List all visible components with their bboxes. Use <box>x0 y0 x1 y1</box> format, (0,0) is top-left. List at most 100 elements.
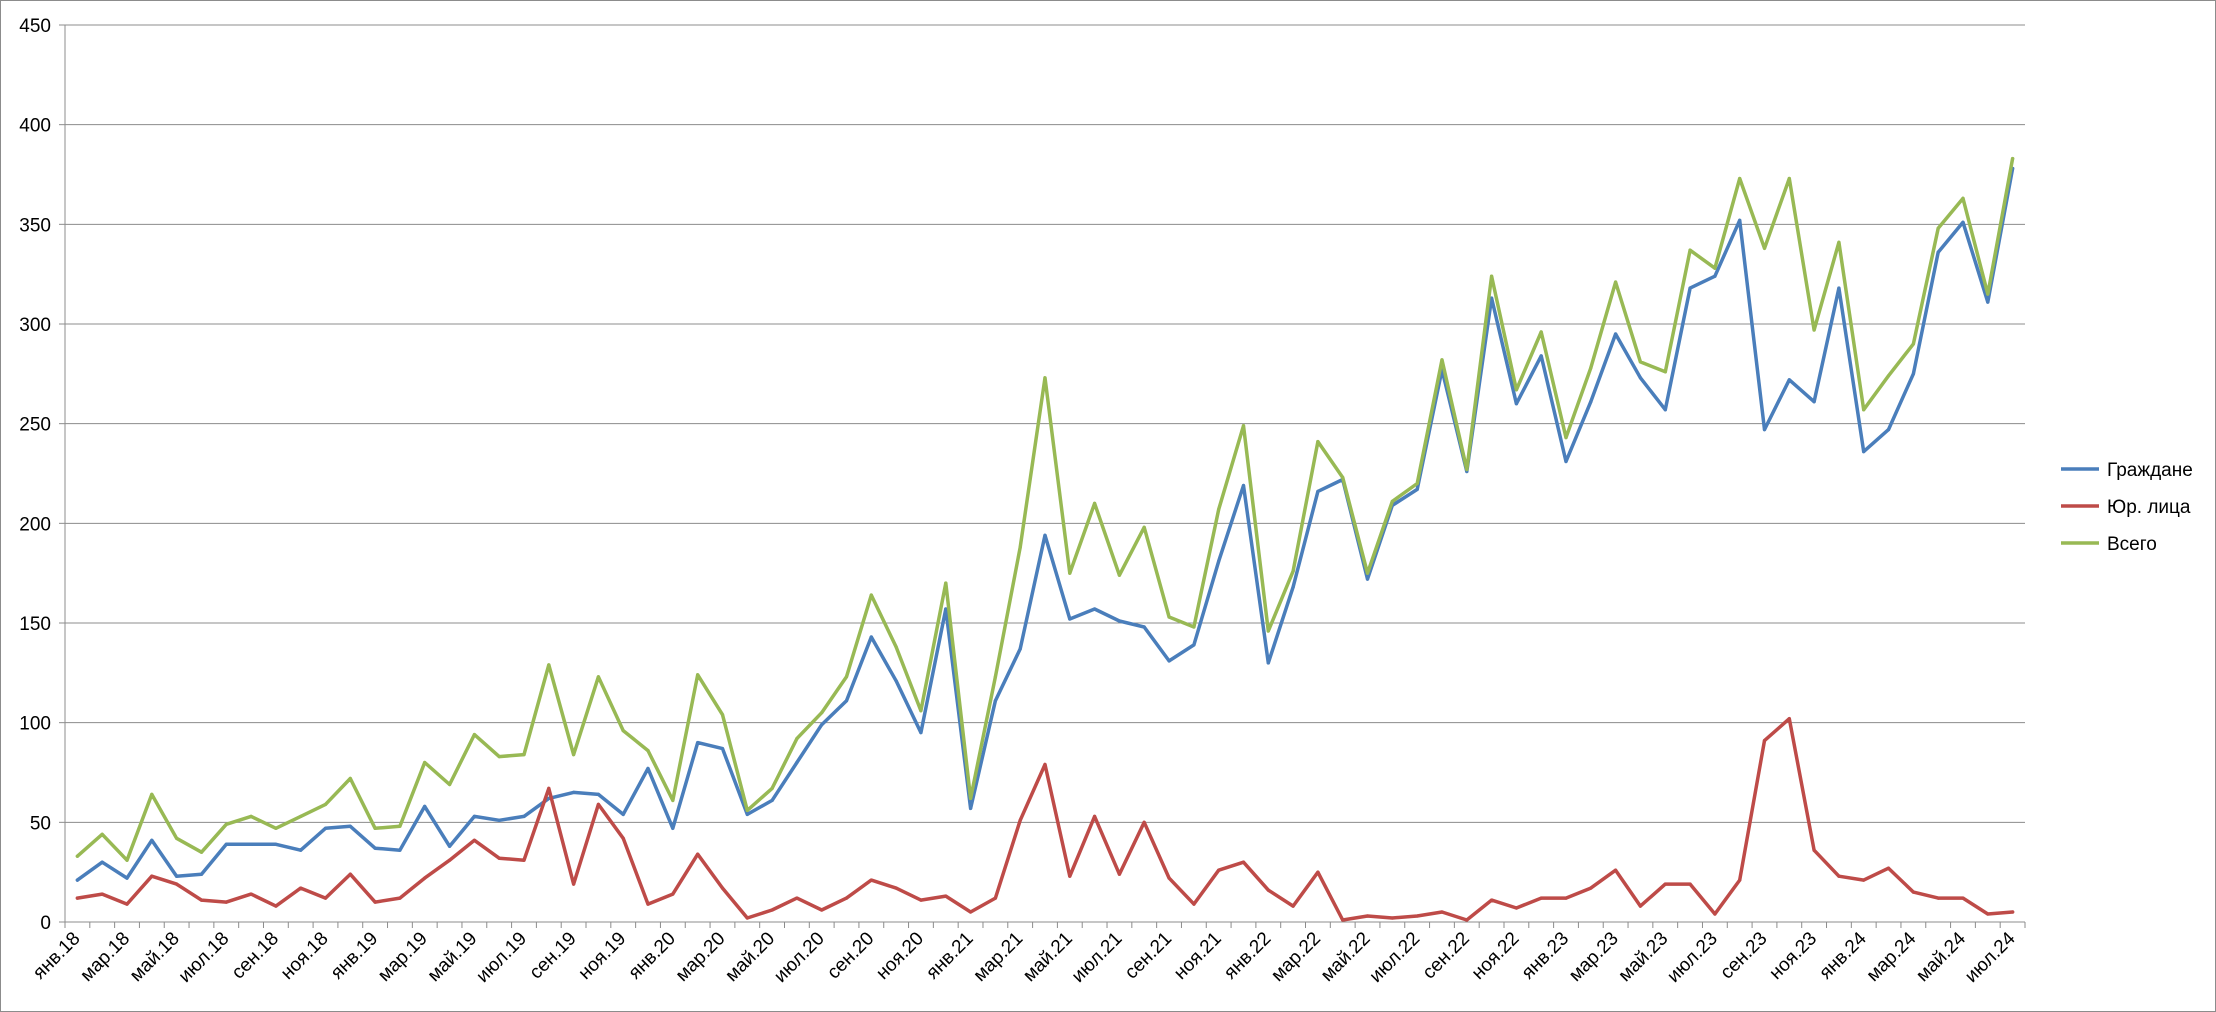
x-axis-tick-labels: янв.18мар.18май.18июл.18сен.18ноя.18янв.… <box>29 928 2020 987</box>
data-point <box>1614 868 1618 872</box>
data-point <box>1762 428 1767 432</box>
x-tick-label: май.21 <box>1019 928 1077 986</box>
data-point <box>572 882 576 886</box>
data-point <box>1936 896 1940 900</box>
data-point <box>1986 300 1990 304</box>
data-point <box>1862 408 1866 412</box>
x-tick-label: май.20 <box>721 928 779 986</box>
data-point <box>1539 330 1543 334</box>
data-point <box>1440 910 1444 914</box>
data-point <box>373 846 377 850</box>
data-point <box>1787 378 1791 382</box>
data-point <box>199 872 204 876</box>
data-point <box>249 814 253 819</box>
data-point <box>1291 904 1295 908</box>
data-point <box>770 798 774 803</box>
data-point <box>1440 358 1444 362</box>
data-point <box>944 607 948 611</box>
data-point <box>1415 914 1419 918</box>
data-point <box>621 729 625 733</box>
series-lines <box>75 156 2015 922</box>
x-tick-label: мар.20 <box>672 928 730 986</box>
data-point <box>1886 866 1891 870</box>
data-point <box>894 645 898 649</box>
data-point <box>1142 625 1146 629</box>
x-tick-label: ноя.18 <box>277 928 333 984</box>
data-point <box>844 675 849 679</box>
data-point <box>398 848 402 852</box>
data-point <box>100 832 104 836</box>
x-tick-label: май.19 <box>424 928 482 986</box>
data-point <box>1564 459 1568 464</box>
data-point <box>1663 882 1667 886</box>
data-point <box>1291 585 1295 589</box>
data-point <box>1688 248 1692 252</box>
data-point <box>1663 370 1667 374</box>
data-point <box>1837 240 1841 244</box>
x-tick-label: мар.22 <box>1267 928 1325 986</box>
data-point <box>299 886 303 890</box>
y-tick-label: 200 <box>19 514 51 535</box>
legend-label-1: Граждане <box>2107 460 2193 481</box>
data-point <box>770 786 774 791</box>
data-point <box>572 753 576 757</box>
data-point <box>869 593 873 597</box>
data-point <box>894 886 898 890</box>
x-tick-label: июл.23 <box>1663 928 1722 987</box>
data-point <box>1886 374 1891 378</box>
x-tick-label: июл.24 <box>1961 928 2020 987</box>
data-point <box>572 790 576 795</box>
data-point <box>1762 246 1767 250</box>
data-point <box>1043 762 1047 767</box>
data-point <box>249 842 253 846</box>
data-point <box>969 910 973 914</box>
data-point <box>795 896 799 900</box>
data-point <box>1663 408 1667 412</box>
data-point <box>1390 499 1394 503</box>
data-point <box>1862 878 1866 882</box>
x-tick-label: янв.21 <box>922 928 977 983</box>
data-point <box>745 916 749 920</box>
data-point <box>621 812 625 817</box>
data-point <box>423 760 427 765</box>
data-point <box>1911 342 1915 346</box>
x-tick-label: янв.22 <box>1220 928 1275 983</box>
x-tick-label: янв.19 <box>327 928 382 983</box>
data-point <box>448 858 452 862</box>
data-point <box>1093 607 1097 611</box>
data-point <box>75 854 79 858</box>
data-point <box>1365 914 1370 918</box>
data-point <box>547 786 551 791</box>
data-point <box>125 858 129 862</box>
data-point <box>969 806 973 811</box>
y-tick-label: 250 <box>19 415 51 436</box>
x-tick-label: июл.21 <box>1068 928 1127 987</box>
data-point <box>596 675 601 679</box>
data-point <box>1961 896 1965 900</box>
data-point <box>348 776 352 781</box>
y-tick-label: 100 <box>19 714 51 735</box>
x-tick-label: мар.23 <box>1565 928 1623 986</box>
data-point <box>2011 910 2015 914</box>
x-tick-label: сен.22 <box>1419 928 1474 983</box>
data-point <box>1167 876 1171 880</box>
data-point <box>1738 176 1742 181</box>
data-point <box>894 679 898 683</box>
data-point <box>1341 918 1345 922</box>
data-point <box>1365 577 1370 581</box>
series-2 <box>75 716 2015 922</box>
data-point <box>646 902 650 906</box>
data-point <box>745 812 749 817</box>
data-point <box>150 874 154 878</box>
data-point <box>1490 296 1494 300</box>
data-point <box>497 856 501 860</box>
data-point <box>1167 615 1171 619</box>
data-point <box>1068 571 1072 575</box>
data-point <box>472 733 476 737</box>
data-point <box>1217 507 1221 511</box>
data-point <box>522 814 526 819</box>
x-tick-label: мар.19 <box>374 928 432 986</box>
data-point <box>1986 912 1990 916</box>
data-point <box>1713 912 1717 916</box>
data-point <box>1862 450 1866 454</box>
